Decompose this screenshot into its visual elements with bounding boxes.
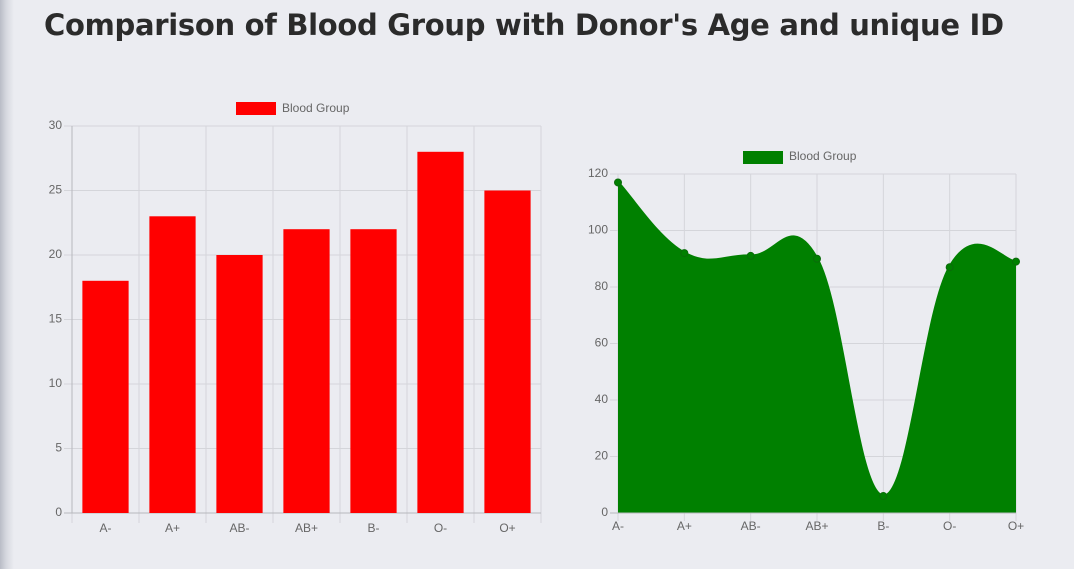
bar [149,216,196,514]
y-tick-label: 25 [49,183,63,197]
x-tick-label: A+ [677,519,692,533]
y-tick-label: 60 [595,336,609,350]
x-tick-label: B- [368,521,380,535]
x-tick-label: O- [943,519,956,533]
data-point [879,492,888,501]
y-tick-label: 0 [55,505,62,519]
y-tick-label: 15 [49,312,63,326]
x-tick-label: AB+ [805,519,828,533]
legend-swatch [236,102,276,115]
y-tick-label: 30 [49,118,63,132]
x-tick-label: AB- [741,519,761,533]
area-line [616,181,1017,498]
data-point [1012,257,1020,266]
x-tick-label: AB- [229,521,249,535]
y-tick-label: 80 [595,279,609,293]
y-tick-label: 100 [588,223,608,237]
y-tick-label: 20 [595,449,609,463]
page-title: Comparison of Blood Group with Donor's A… [44,8,1004,42]
y-tick-label: 40 [595,392,609,406]
y-tick-label: 0 [601,505,608,519]
bar [283,229,330,513]
data-point [614,178,622,187]
bar [484,190,531,513]
legend-swatch [743,151,783,164]
left-edge-shadow [0,0,14,569]
x-tick-label: A- [612,519,624,533]
data-point [746,251,755,260]
data-point [680,249,689,258]
x-tick-label: O+ [499,521,515,535]
x-tick-label: B- [877,519,889,533]
y-tick-label: 20 [49,247,63,261]
legend-label: Blood Group [282,101,350,115]
x-tick-label: O+ [1008,519,1024,533]
y-tick-label: 120 [588,166,608,180]
bar [82,280,129,513]
y-tick-label: 10 [49,376,63,390]
x-tick-label: O- [434,521,447,535]
x-tick-label: A+ [165,521,180,535]
bar [216,255,263,513]
bar [417,151,464,514]
x-tick-label: A- [100,521,112,535]
data-point [813,254,821,263]
y-tick-label: 5 [55,441,62,455]
data-point [945,263,954,272]
x-tick-label: AB+ [295,521,318,535]
bar [350,229,397,513]
legend-label: Blood Group [789,149,857,163]
area-fill [618,182,1016,513]
